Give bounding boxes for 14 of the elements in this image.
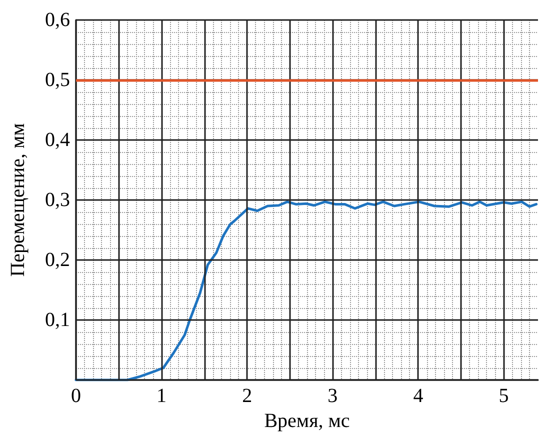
y-tick-label: 0,6 [45,9,70,31]
x-axis-title: Время, мс [264,410,350,432]
y-tick-label: 0,1 [45,309,70,331]
x-tick-label: 3 [328,385,338,407]
x-tick-label: 0 [71,385,81,407]
x-tick-label: 1 [156,385,167,407]
x-tick-label: 5 [498,385,509,407]
x-tick-label: 2 [242,385,252,407]
y-tick-label: 0,4 [45,129,70,151]
y-tick-label: 0,2 [45,249,70,271]
y-tick-label: 0,3 [45,189,70,211]
y-tick-label: 0,5 [45,69,70,91]
y-axis-title: Перемещение, мм [7,122,29,277]
x-tick-label: 4 [413,385,424,407]
